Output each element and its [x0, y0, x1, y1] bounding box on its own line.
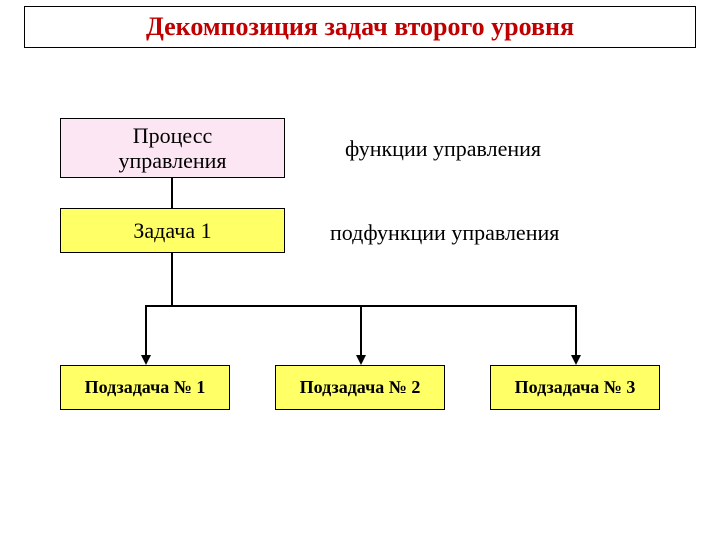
edge-drop3 [575, 305, 577, 355]
node-sub2: Подзадача № 2 [275, 365, 445, 410]
node-sub3: Подзадача № 3 [490, 365, 660, 410]
node-sub1: Подзадача № 1 [60, 365, 230, 410]
label-functions: функции управления [345, 136, 541, 162]
edge-drop1 [145, 305, 147, 355]
arrow-drop3 [571, 355, 581, 365]
arrow-drop1 [141, 355, 151, 365]
edge-drop2 [360, 305, 362, 355]
title-box: Декомпозиция задач второго уровня [24, 6, 696, 48]
arrow-drop2 [356, 355, 366, 365]
edge-task1-hbar [171, 253, 173, 305]
node-process: Процесс управления [60, 118, 285, 178]
node-task1: Задача 1 [60, 208, 285, 253]
node-sub2-label: Подзадача № 2 [300, 377, 421, 398]
title-text: Декомпозиция задач второго уровня [146, 12, 574, 42]
label-subfunctions: подфункции управления [330, 220, 559, 246]
node-sub3-label: Подзадача № 3 [515, 377, 636, 398]
node-sub1-label: Подзадача № 1 [85, 377, 206, 398]
node-process-label: Процесс управления [118, 123, 226, 174]
edge-process-task1 [171, 178, 173, 208]
node-task1-label: Задача 1 [133, 218, 211, 243]
